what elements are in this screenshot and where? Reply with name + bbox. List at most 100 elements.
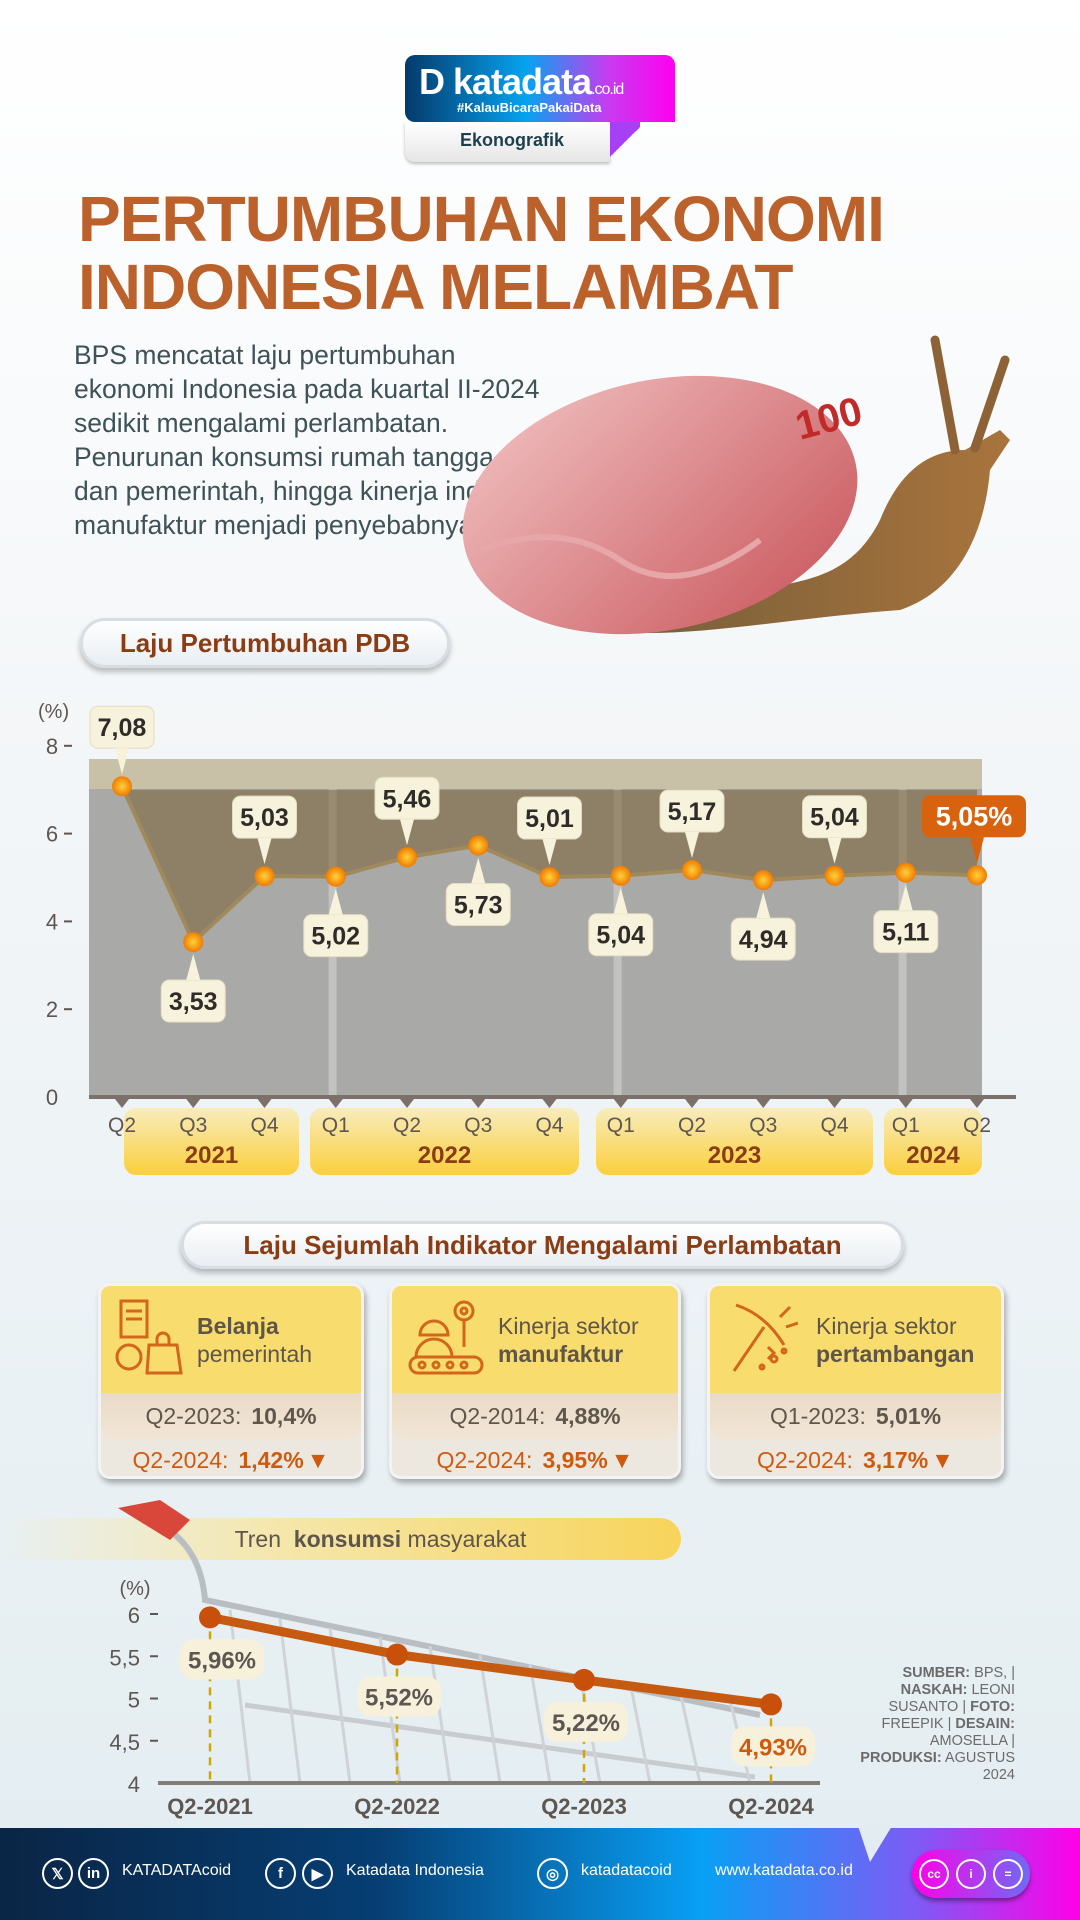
data-label-pointer [756,892,771,919]
data-point [824,865,845,886]
cart-bottom-rail [244,1702,756,1780]
facebook-icon[interactable]: f [265,1858,296,1889]
current-value: 3,95% [542,1446,608,1473]
y-tick-label: 0 [46,1085,58,1110]
consumption-trend-chart: (%) 4 4,5 5 5,5 6 5,96% 5,52% 5,22% 4,93% Q2-2021 Q… [109,1500,820,1819]
data-point [386,1643,408,1666]
data-label-pointer [257,838,272,865]
indicator-card: Kinerja sektor manufaktur Q2-2014: 4,88% Q… [389,1283,681,1479]
y-tick-label: 4,5 [109,1730,140,1755]
card-header: Kinerja sektor pertambangan [710,1286,1001,1393]
year-band [596,1108,873,1175]
title-bold: konsumsi [293,1525,402,1552]
data-label: 5,02 [311,923,360,951]
data-point [183,932,204,953]
x-tick-label: Q2-2021 [167,1794,253,1819]
x-tick [613,1099,628,1108]
data-point [397,847,417,868]
title-line-1: PERTUMBUHAN EKONOMI [78,183,885,255]
card-header: Kinerja sektor manufaktur [392,1286,678,1393]
data-label: 7,08 [98,714,147,742]
snail-tentacles [930,335,1010,455]
intro-line: manufaktur menjadi penyebabnya. [74,510,481,540]
speech-tail [858,1826,892,1862]
data-point [573,1668,595,1691]
data-point [610,865,631,886]
x-tick [898,1099,913,1108]
title-suffix: masyarakat [401,1525,527,1552]
data-label-pointer [613,887,628,914]
data-label-pointer [542,839,557,866]
shell-swirl [478,534,762,579]
card-header: Belanja pemerintah [101,1286,361,1393]
data-label: 5,05% [936,801,1013,831]
x-tick [400,1099,414,1108]
x-tick [970,1099,984,1108]
y-tick-label: 4 [128,1772,140,1797]
year-band [884,1108,982,1175]
x-tick [115,1099,129,1108]
y-tick-label: 4 [46,909,58,934]
previous-value: 5,01% [875,1402,942,1429]
pickaxe-icon [724,1297,804,1382]
social-handle-x-linkedin[interactable]: KATADATAcoid [122,1862,232,1879]
cart-wire [478,1654,502,1784]
y-tick-label: 8 [46,734,58,759]
previous-period: Q2-2023: [145,1402,242,1429]
youtube-icon[interactable]: ▶ [302,1858,333,1889]
year-band [124,1108,299,1175]
data-point [468,835,489,856]
previous-value: 4,88% [555,1402,621,1429]
data-point [325,866,346,887]
x-tick-label: Q2-2023 [541,1794,627,1819]
y-tick-label: 6 [128,1603,140,1628]
social-handle-facebook-youtube[interactable]: Katadata Indonesia [346,1862,484,1879]
consumption-line [209,1612,772,1709]
data-label-box [731,1726,815,1767]
x-tick-label: Q4 [250,1114,278,1137]
cart-handle-grip [118,1500,190,1540]
data-label: 3,53 [169,988,218,1016]
nd-icon: = [993,1859,1023,1889]
cart-wire [628,1681,652,1784]
data-label-box [357,1676,441,1717]
credit-label: SUMBER: [902,1665,971,1681]
x-tick [328,1099,343,1108]
x-tick-label: Q1 [607,1114,635,1137]
logo-brand: katadata [453,61,592,102]
x-tick [685,1099,699,1108]
data-label-pointer [400,819,414,846]
x-tick-label: Q2 [678,1114,706,1137]
data-label-pointer [328,888,343,915]
data-label: 5,46 [383,785,432,813]
data-point [682,860,702,881]
data-label: 4,93% [739,1734,807,1761]
data-point [895,862,916,883]
data-point [967,865,987,886]
linkedin-icon[interactable]: in [78,1858,109,1889]
banknote-text: 100 [791,389,867,449]
data-label-pointer [685,832,699,859]
y-tick-label: 2 [46,997,58,1022]
data-label: 5,17 [668,798,717,826]
cart-wire [528,1663,552,1784]
creative-commons-badge: cc i = [912,1850,1030,1898]
data-label-pointer [898,884,913,911]
data-point [199,1606,221,1629]
card-title-line-2: manufaktur [498,1340,624,1367]
x-tick-label: Q2 [393,1114,421,1137]
cart-wire [328,1627,352,1784]
previous-value-row: Q1-2023: 5,01% [710,1393,1001,1439]
logo-d-mark: D [419,61,453,102]
website-link[interactable]: www.katadata.co.id [715,1862,853,1879]
factory-worker-icon [406,1297,486,1382]
x-tick-label: Q2-2022 [354,1794,440,1819]
x-icon[interactable]: 𝕏 [42,1858,73,1889]
x-tick-label: Q2 [108,1114,136,1137]
data-point [254,866,275,887]
year-label: 2024 [906,1142,960,1169]
social-handle-instagram[interactable]: katadatacoid [581,1862,672,1879]
data-point [112,776,132,797]
instagram-icon[interactable]: ◎ [537,1858,568,1889]
